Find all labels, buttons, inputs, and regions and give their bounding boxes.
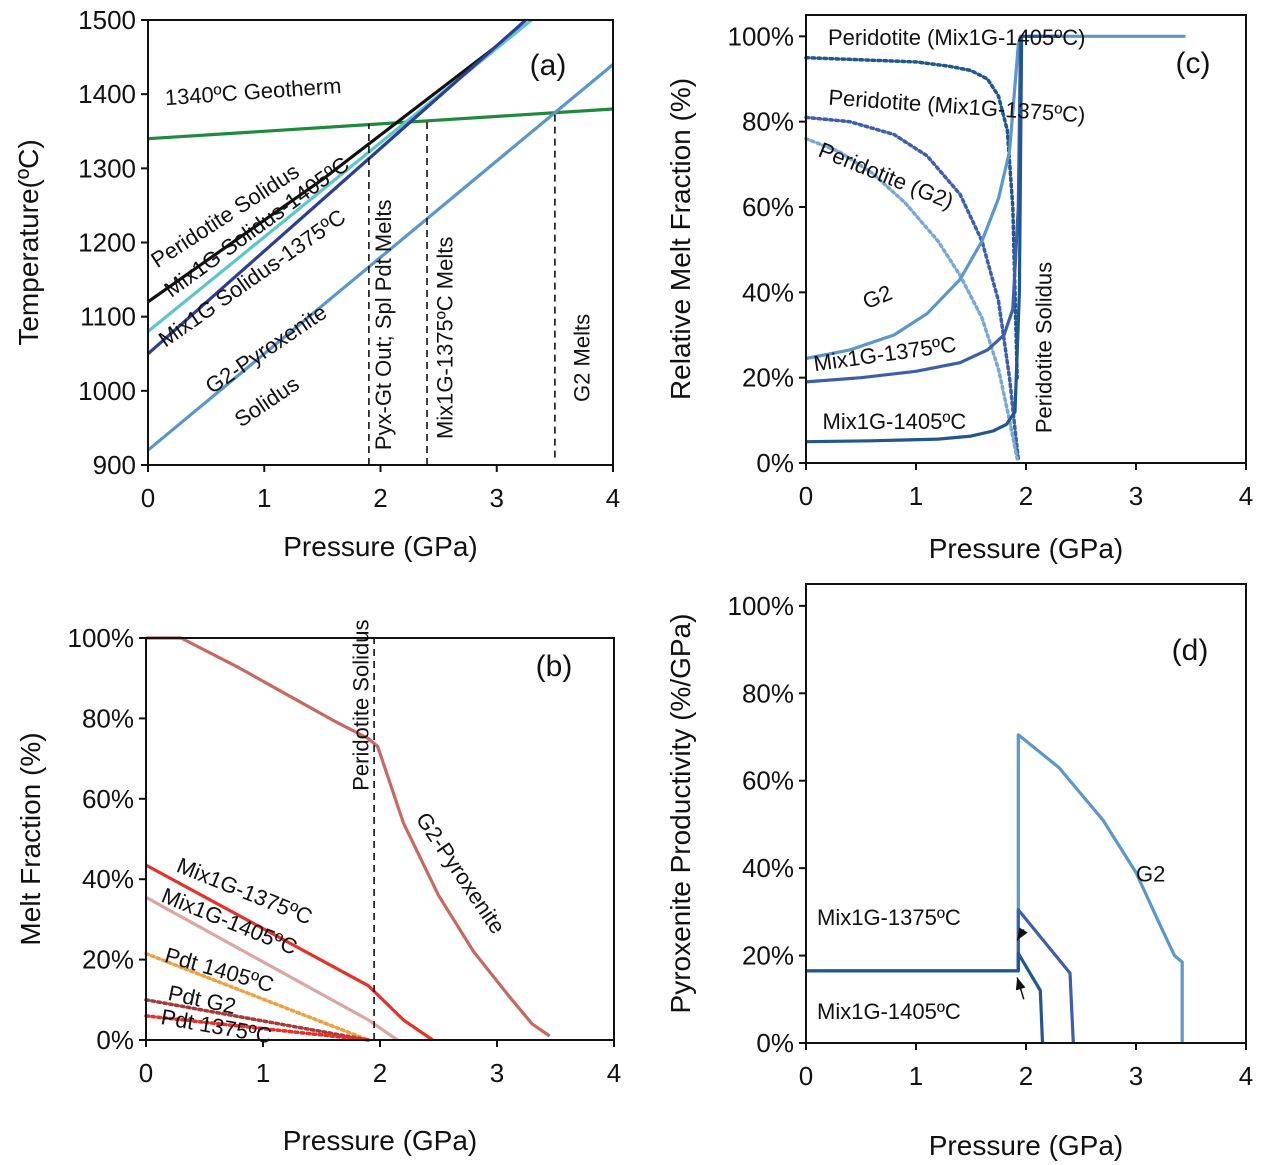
annotation: G2 — [1136, 861, 1165, 886]
y-tick-label: 1500 — [78, 5, 136, 35]
y-tick-label: 1400 — [78, 79, 136, 109]
x-tick-label: 3 — [1129, 481, 1143, 511]
panel-c: 0 1 2 3 40%20%40%60%80%100%Pressure (GPa)Rel… — [665, 14, 1253, 564]
series-mix1375 — [145, 863, 434, 1042]
x-tick-label: 4 — [606, 483, 620, 513]
annotation: Mix1G-1405ºC — [823, 409, 967, 434]
arrow-head-1 — [1015, 977, 1026, 991]
series-g2 — [806, 733, 1184, 1043]
panel-b: 0 1 2 3 40%20%40%60%80%100%Pressure (GPa)Mel… — [15, 620, 621, 1156]
y-axis-label: Relative Melt Fraction (%) — [665, 78, 696, 400]
y-tick-label: 100% — [728, 591, 795, 621]
series-pdt_g2 — [144, 998, 371, 1042]
y-axis-label: Temperature(ºC) — [13, 139, 44, 345]
series-pdt_g2 — [804, 136, 1019, 461]
series-mix1375_solidus — [146, 18, 527, 355]
x-axis-label: Pressure (GPa) — [283, 531, 478, 562]
y-axis-label: Melt Fraction (%) — [15, 732, 46, 945]
x-tick-label: 3 — [490, 1058, 504, 1088]
annotation: Mix1G-1405ºC — [817, 999, 961, 1024]
panel-d: 0 1 2 3 40%20%40%60%80%100%Pressure (GPa)Pyr… — [665, 583, 1253, 1161]
series-g2_solidus — [146, 63, 615, 452]
series-mix1405 — [145, 895, 399, 1042]
annotation: Mix1G-1375ºC Melts — [433, 237, 458, 439]
series-pdt1375 — [144, 1014, 371, 1042]
x-tick-label: 4 — [1239, 1061, 1253, 1091]
y-tick-label: 20% — [742, 941, 794, 971]
panel-label: (d) — [1172, 634, 1209, 667]
y-tick-label: 80% — [742, 678, 794, 708]
x-tick-label: 3 — [1129, 1061, 1143, 1091]
annotation: Peridotite (Mix1G-1405ºC) — [828, 25, 1085, 50]
series-m1405 — [806, 951, 1045, 1044]
x-tick-label: 1 — [909, 481, 923, 511]
series-pdt_m1375 — [804, 115, 1021, 461]
series-g2_pyx — [146, 636, 551, 1038]
annotation: Peridotite Solidus — [1031, 262, 1056, 433]
series-geotherm — [147, 107, 614, 141]
y-tick-label: 1000 — [78, 376, 136, 406]
x-tick-label: 3 — [490, 483, 504, 513]
y-tick-label: 900 — [93, 450, 136, 480]
annotation: G2 Melts — [570, 314, 595, 402]
y-tick-label: 20% — [742, 363, 794, 393]
y-tick-label: 40% — [742, 277, 794, 307]
annotation: 1340ºC Geotherm — [164, 73, 342, 110]
y-tick-label: 100% — [728, 21, 795, 51]
x-tick-label: 1 — [257, 483, 271, 513]
series-pdt1405 — [144, 951, 371, 1042]
plot-frame — [805, 14, 1247, 464]
x-tick-label: 4 — [607, 1058, 621, 1088]
x-tick-label: 4 — [1239, 481, 1253, 511]
y-tick-label: 0% — [96, 1025, 134, 1055]
series-pdt_m1405 — [804, 55, 1019, 380]
series-m1375 — [1016, 908, 1075, 1044]
arrow-head-0 — [1017, 927, 1028, 941]
annotation: Peridotite (G2) — [815, 137, 957, 214]
panel-label: (a) — [530, 49, 567, 82]
y-axis-label: Pyroxenite Productivity (%/GPa) — [665, 614, 696, 1014]
y-tick-label: 80% — [742, 107, 794, 137]
y-tick-label: 40% — [82, 864, 134, 894]
y-tick-label: 60% — [742, 192, 794, 222]
panel-label: (b) — [536, 650, 573, 683]
y-tick-label: 0% — [756, 1028, 794, 1058]
x-axis-label: Pressure (GPa) — [929, 533, 1124, 564]
y-tick-label: 1300 — [78, 153, 136, 183]
x-tick-label: 2 — [1019, 481, 1033, 511]
annotation: G2-Pyroxenite — [411, 808, 510, 939]
x-tick-label: 0 — [799, 481, 813, 511]
x-axis-label: Pressure (GPa) — [283, 1125, 478, 1156]
x-tick-label: 0 — [139, 1058, 153, 1088]
x-tick-label: 1 — [909, 1061, 923, 1091]
y-tick-label: 1100 — [80, 302, 136, 332]
y-tick-label: 40% — [742, 853, 794, 883]
x-tick-label: 0 — [141, 483, 155, 513]
y-tick-label: 60% — [82, 784, 134, 814]
annotation: Peridotite (Mix1G-1375ºC) — [828, 85, 1087, 128]
y-tick-label: 100% — [68, 623, 135, 653]
annotation: Mix1G-1375ºC — [817, 905, 961, 930]
annotation: G2 — [859, 280, 896, 314]
x-tick-label: 0 — [799, 1061, 813, 1091]
x-axis-label: Pressure (GPa) — [929, 1130, 1124, 1161]
series-m1405 — [805, 36, 1024, 444]
y-tick-label: 80% — [82, 703, 134, 733]
x-tick-label: 2 — [373, 483, 387, 513]
series-g2 — [805, 34, 1186, 361]
panel-label: (c) — [1176, 47, 1211, 80]
y-tick-label: 60% — [742, 766, 794, 796]
x-tick-label: 1 — [256, 1058, 270, 1088]
y-tick-label: 0% — [756, 448, 794, 478]
panel-a: 0 1 2 3 4 900 1000 1100 1200 1300 1400 1500 Pressure… — [13, 5, 620, 562]
x-tick-label: 2 — [373, 1058, 387, 1088]
annotation: Pyx-Gt Out; Spl Pdt Melts — [371, 200, 396, 451]
series-m1375 — [805, 36, 1023, 384]
annotation: Peridotite Solidus — [348, 620, 373, 791]
y-tick-label: 20% — [82, 945, 134, 975]
y-tick-label: 1200 — [78, 228, 136, 258]
x-tick-label: 2 — [1019, 1061, 1033, 1091]
